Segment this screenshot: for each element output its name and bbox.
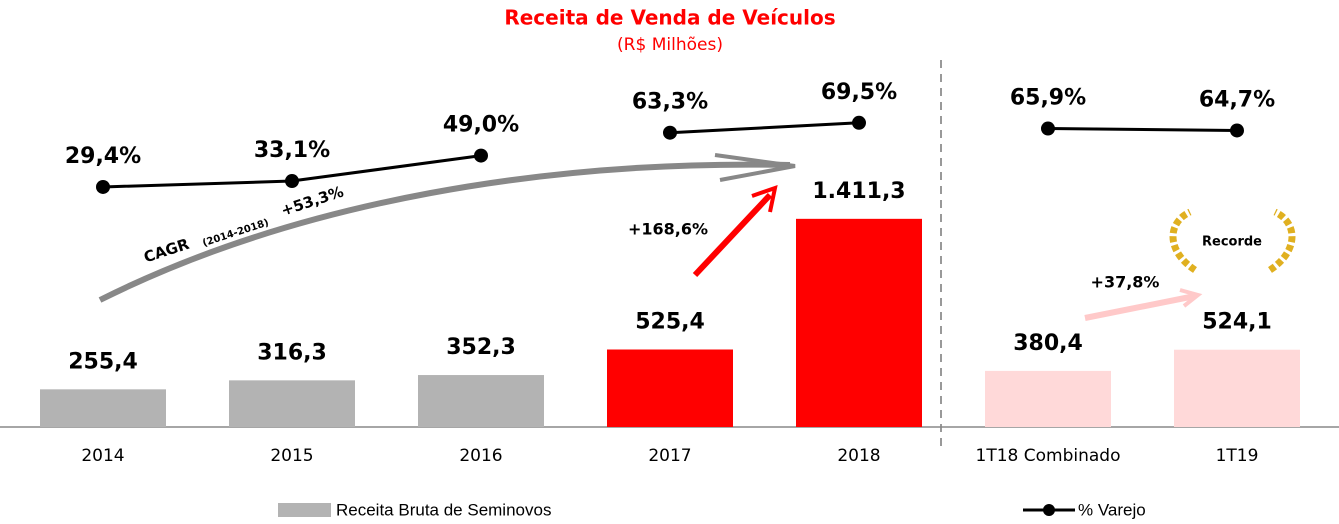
bar-value-label: 380,4 (1013, 331, 1083, 356)
chart-title: Receita de Venda de Veículos (504, 6, 835, 30)
line-value-label: 49,0% (443, 113, 519, 138)
line-point (663, 125, 677, 140)
line (1047, 127, 1238, 132)
cagr-arrow (98, 161, 791, 303)
line-point (474, 148, 488, 163)
line-point (1041, 121, 1055, 136)
bar (40, 389, 166, 427)
laurel (1169, 208, 1198, 273)
bar-value-label: 352,3 (446, 335, 516, 360)
bar (985, 370, 1111, 427)
x-tick-label: 2018 (837, 446, 880, 466)
bar-value-label: 316,3 (257, 340, 327, 365)
bar-value-label: 1.411,3 (812, 179, 905, 204)
annotation: +168,6% (628, 220, 708, 239)
line-point (1230, 123, 1244, 138)
bar-value-label: 524,1 (1202, 310, 1272, 335)
line-value-label: 33,1% (254, 138, 330, 163)
legend-label: % Varejo (1078, 500, 1146, 519)
x-tick-label: 1T18 Combinado (976, 446, 1121, 466)
line-value-label: 63,3% (632, 90, 708, 115)
bar (418, 375, 544, 427)
legend-label: Receita Bruta de Seminovos (336, 500, 551, 519)
growth-arrow (1084, 293, 1196, 321)
line-point (96, 179, 110, 194)
growth-arrow-head (751, 184, 778, 213)
laurel (1267, 208, 1296, 273)
legend-swatch (278, 503, 331, 517)
growth-arrow-head (1179, 288, 1203, 308)
bar (229, 380, 355, 427)
cagr-arrow-head (714, 153, 796, 182)
x-tick-label: 2014 (81, 446, 124, 466)
bar-value-label: 525,4 (635, 310, 705, 335)
bar-value-label: 255,4 (68, 349, 138, 374)
bar (607, 349, 733, 427)
line-value-label: 69,5% (821, 80, 897, 105)
x-tick-label: 2016 (459, 446, 502, 466)
line (669, 121, 860, 135)
chart-subtitle: (R$ Milhões) (617, 35, 723, 55)
line-point (852, 115, 866, 130)
x-tick-label: 2017 (648, 446, 691, 466)
legend-swatch (1043, 504, 1055, 516)
x-tick-label: 2015 (270, 446, 313, 466)
line-value-label: 64,7% (1199, 87, 1275, 112)
x-tick-label: 1T19 (1216, 446, 1259, 466)
annotation: Recorde (1202, 235, 1262, 250)
bar (796, 218, 922, 427)
annotation: +37,8% (1091, 273, 1160, 292)
line-point (285, 174, 299, 189)
line-value-label: 29,4% (65, 144, 141, 169)
bar (1174, 349, 1300, 427)
growth-arrow (692, 192, 773, 278)
line-value-label: 65,9% (1010, 86, 1086, 111)
